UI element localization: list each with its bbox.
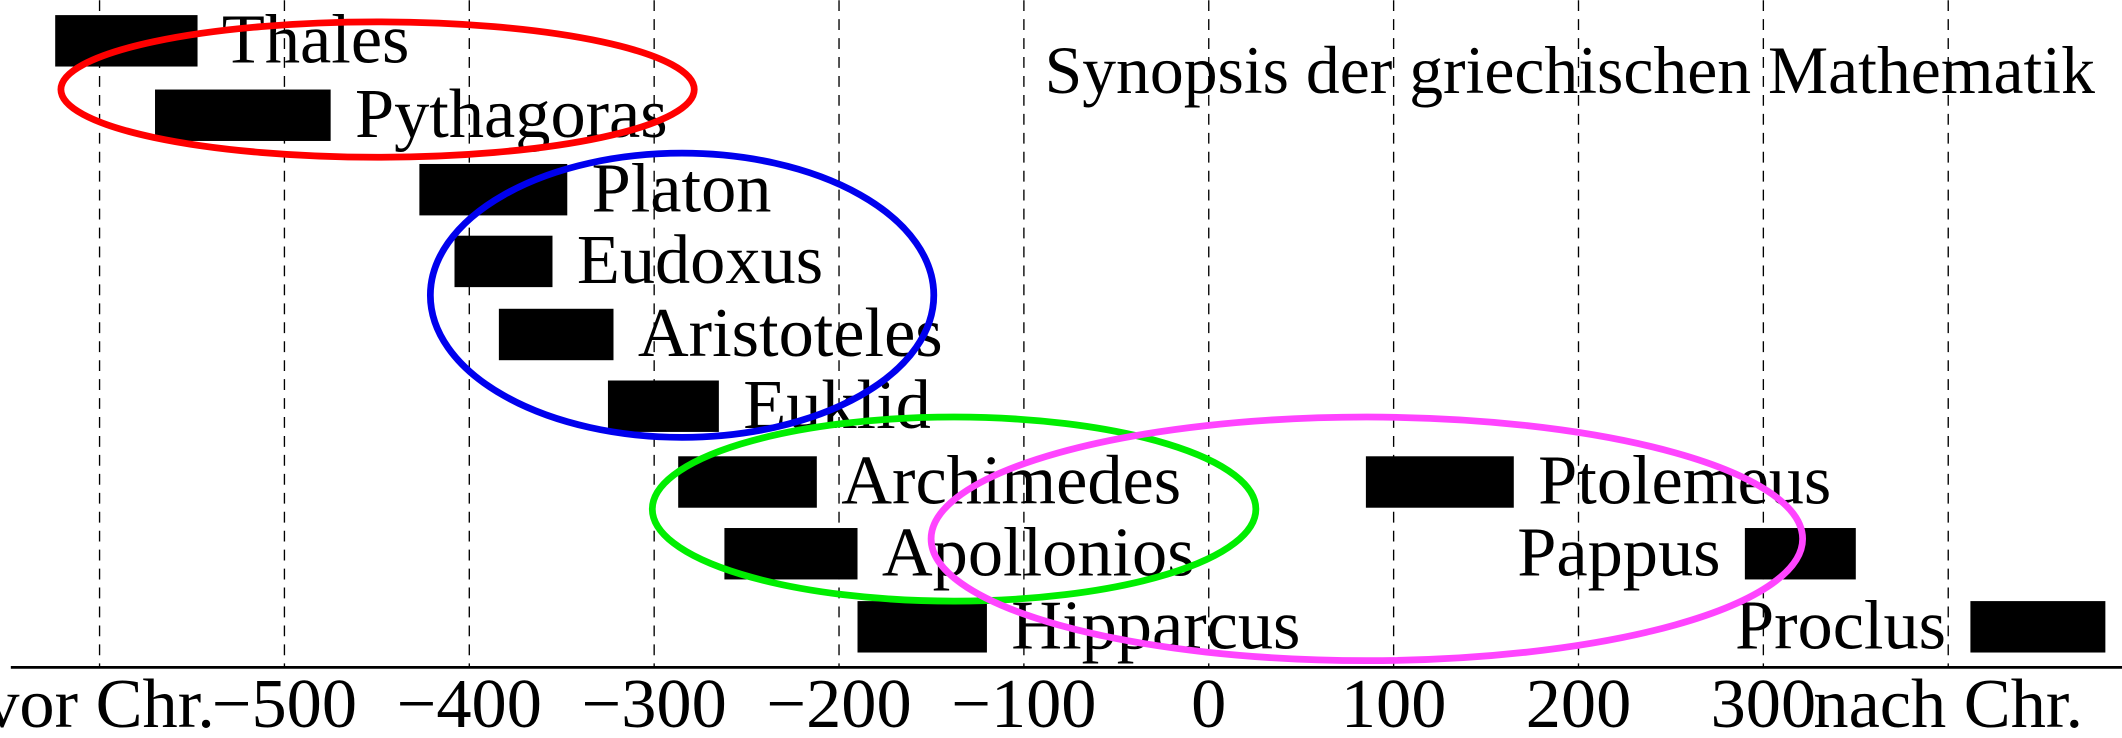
ellipse-green [648, 413, 1260, 605]
ellipse-blue [426, 149, 938, 441]
bar [1970, 601, 2106, 653]
x-tick-label: −200 [766, 665, 911, 738]
x-tick-label: 300 [1711, 665, 1817, 738]
bar [1365, 456, 1514, 508]
bar [857, 601, 987, 653]
bar-label: Thales [222, 0, 410, 78]
bar-label: Eudoxus [577, 221, 823, 299]
x-tick-label: 0 [1191, 665, 1226, 738]
bar [498, 308, 614, 361]
chart-title: Synopsis der griechischen Mathematik [1045, 33, 2095, 108]
marks: ThalesPythagorasPlatonEudoxusAristoteles… [55, 0, 2106, 664]
bar-label: Platon [592, 149, 772, 227]
x-tick-label: 200 [1526, 665, 1632, 738]
bar [55, 15, 198, 67]
bar-label: Archimedes [841, 442, 1181, 520]
bar [724, 528, 858, 580]
bar [419, 163, 568, 216]
bar [155, 89, 331, 141]
ellipse-magenta [927, 413, 1807, 665]
x-tick-label: −400 [397, 665, 542, 738]
bar-label: Pappus [1517, 513, 1720, 591]
bar-label: Aristoteles [638, 294, 943, 372]
x-tick-label: nach Chr. [1813, 665, 2083, 738]
x-tick-label: vor Chr. [0, 665, 215, 738]
x-tick-label: −500 [212, 665, 357, 738]
bar [678, 456, 817, 508]
bar-label: Pythagoras [355, 75, 668, 153]
x-tick-label: −300 [582, 665, 727, 738]
bar [454, 235, 553, 288]
group-ellipses [57, 18, 1807, 665]
bar-label: Proclus [1735, 586, 1946, 664]
x-tick-label: −100 [951, 665, 1096, 738]
x-tick-label: 100 [1341, 665, 1447, 738]
bar [607, 380, 719, 432]
ellipse-red [57, 18, 698, 161]
